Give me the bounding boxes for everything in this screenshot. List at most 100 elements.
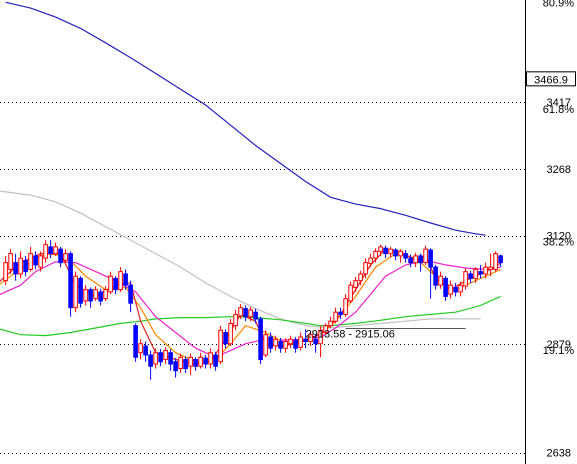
price-label-2638: 2638	[547, 448, 571, 460]
candle-body-down	[88, 289, 93, 302]
candle-6	[33, 251, 38, 270]
candle-71	[358, 270, 363, 286]
candle-body-up	[73, 275, 78, 309]
candle-87	[438, 271, 443, 289]
candle-42	[213, 351, 218, 371]
candle-24	[123, 269, 128, 290]
candle-body-down	[268, 336, 273, 349]
candle-body-up	[163, 349, 168, 360]
candle-body-up	[233, 313, 238, 327]
candle-body-up	[388, 248, 393, 255]
candle-body-up	[423, 248, 428, 264]
candle-body-down	[433, 266, 438, 286]
last-price-box	[526, 71, 576, 87]
candle-85	[428, 248, 433, 299]
candle-36	[183, 356, 188, 374]
candle-body-down	[223, 331, 228, 345]
candle-47	[238, 304, 243, 319]
candle-body-down	[13, 262, 18, 275]
candle-body-up	[103, 289, 108, 300]
candle-body-up	[93, 289, 98, 300]
candle-50	[253, 308, 258, 324]
candle-body-down	[33, 255, 38, 266]
candle-body-up	[208, 352, 213, 365]
candle-body-up	[343, 298, 348, 315]
candle-89	[448, 280, 453, 299]
candle-40	[203, 354, 208, 369]
candle-body-up	[273, 338, 278, 347]
candle-body-up	[263, 334, 268, 356]
candle-11	[58, 246, 63, 268]
candle-body-up	[218, 329, 223, 363]
candle-18	[93, 286, 98, 301]
candle-body-down	[203, 357, 208, 365]
candle-body-down	[393, 249, 398, 257]
candle-93	[468, 270, 473, 283]
candle-41	[208, 348, 213, 369]
candle-body-up	[153, 352, 158, 365]
candle-body-up	[43, 244, 48, 259]
candle-29	[148, 350, 153, 380]
candle-body-up	[488, 266, 493, 270]
candle-body-down	[418, 255, 423, 264]
candle-body-up	[288, 338, 293, 345]
candle-57	[288, 335, 293, 349]
candle-7	[38, 251, 43, 272]
candle-52	[263, 330, 268, 358]
candle-60	[303, 329, 308, 349]
candle-body-up	[373, 250, 378, 259]
candle-13	[68, 251, 73, 317]
candle-33	[168, 349, 173, 371]
candle-body-down	[113, 277, 118, 291]
candle-body-down	[183, 358, 188, 369]
candle-86	[433, 264, 438, 290]
candle-12	[63, 249, 68, 263]
candle-20	[103, 286, 108, 301]
price-label-3268: 3268	[547, 164, 571, 176]
candle-body-down	[303, 338, 308, 342]
candle-body-down	[158, 352, 163, 363]
candle-35	[178, 353, 183, 374]
candle-27	[138, 339, 143, 360]
candle-body-down	[98, 291, 103, 302]
candle-90	[453, 282, 458, 297]
candle-body-up	[318, 329, 323, 345]
candle-16	[83, 285, 88, 306]
candle-body-down	[293, 339, 298, 349]
candle-1	[8, 249, 13, 274]
candle-body-down	[68, 253, 73, 309]
candle-84	[423, 245, 428, 265]
candle-21	[108, 271, 113, 295]
candle-body-down	[453, 286, 458, 293]
candle-body-up	[348, 284, 353, 302]
candle-body-up	[473, 268, 478, 279]
candle-34	[173, 358, 178, 378]
candle-body-up	[138, 343, 143, 354]
candle-80	[403, 250, 408, 263]
candle-88	[443, 276, 448, 301]
candle-body-up	[38, 255, 43, 268]
candle-55	[278, 337, 283, 353]
candle-body-down	[123, 273, 128, 286]
candle-body-up	[28, 253, 33, 270]
candle-2	[13, 253, 18, 281]
candle-54	[273, 335, 278, 351]
candle-body-up	[283, 340, 288, 349]
candle-body-down	[148, 354, 153, 367]
candle-body-down	[78, 277, 83, 304]
candle-37	[188, 353, 193, 376]
candle-82	[413, 252, 418, 268]
candle-body-up	[248, 309, 253, 318]
candle-75	[378, 244, 383, 256]
candle-19	[98, 288, 103, 306]
candle-body-up	[323, 325, 328, 333]
series-line-ma-blue	[5, 1, 486, 236]
candle-32	[163, 347, 168, 364]
candle-body-down	[173, 361, 178, 372]
candle-body-up	[198, 356, 203, 367]
candle-body-up	[353, 280, 358, 288]
candle-3	[18, 251, 23, 279]
candle-body-up	[413, 255, 418, 264]
candle-body-down	[478, 271, 483, 275]
